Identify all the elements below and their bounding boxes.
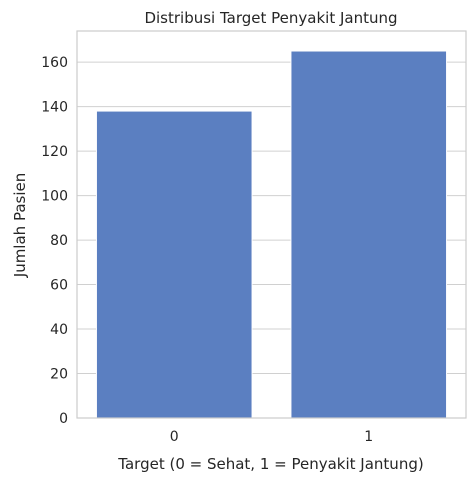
y-axis-label: Jumlah Pasien — [11, 173, 29, 278]
y-tick-label: 0 — [59, 411, 68, 427]
x-axis-label: Target (0 = Sehat, 1 = Penyakit Jantung) — [117, 455, 423, 473]
y-tick-label: 20 — [50, 367, 68, 383]
y-tick-label: 40 — [50, 322, 68, 338]
y-tick-label: 140 — [41, 100, 68, 116]
bars — [95, 50, 448, 419]
y-tick-label: 100 — [41, 189, 68, 205]
y-tick-label: 120 — [41, 144, 68, 160]
bar-1 — [290, 50, 448, 419]
x-tick-label: 0 — [170, 429, 179, 445]
y-tick-label: 60 — [50, 278, 68, 294]
bar-0 — [95, 110, 253, 419]
y-tick-label: 160 — [41, 55, 68, 71]
x-tick-label: 1 — [364, 429, 373, 445]
y-tick-labels: 0 20 40 60 80 100 120 140 160 — [41, 55, 68, 427]
y-tick-label: 80 — [50, 233, 68, 249]
plot-frame — [76, 30, 467, 419]
chart-title: Distribusi Target Penyakit Jantung — [144, 9, 397, 27]
